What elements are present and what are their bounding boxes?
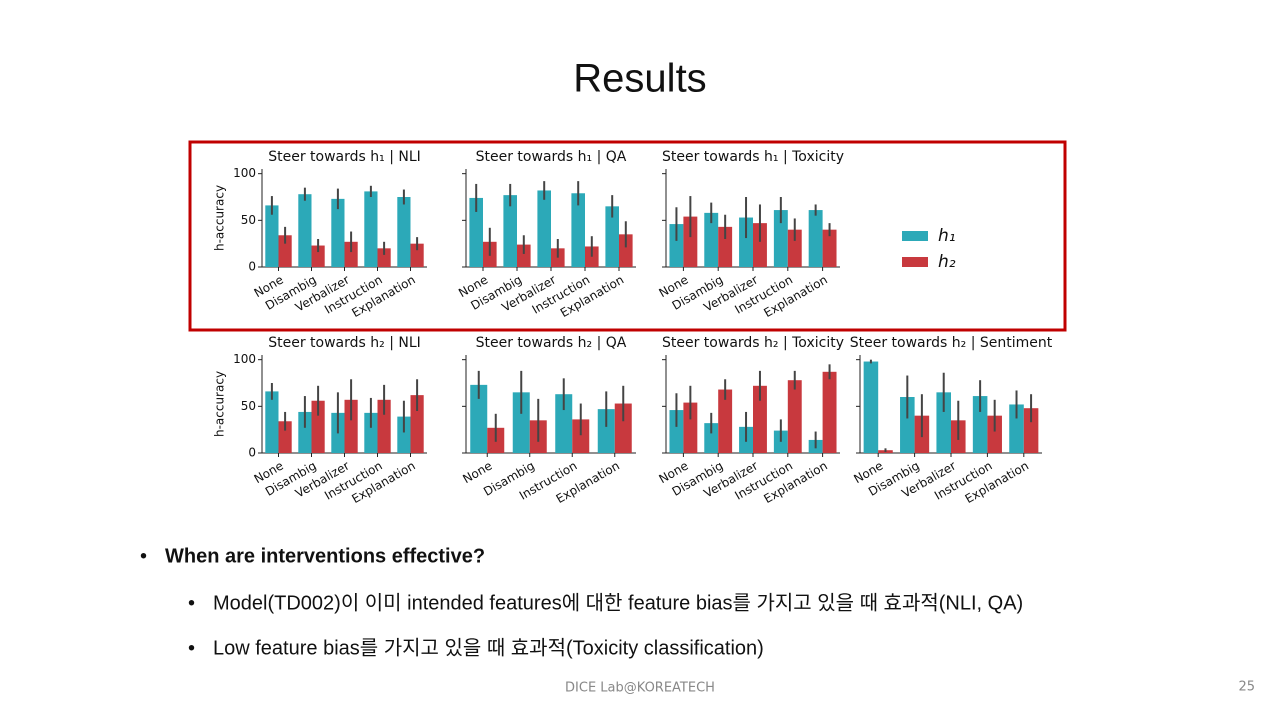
bar	[537, 190, 551, 267]
y-axis-label: h-accuracy	[213, 371, 227, 437]
bar	[669, 410, 684, 453]
bar	[265, 391, 279, 453]
bar	[555, 394, 573, 453]
bar	[517, 244, 531, 267]
bar	[808, 210, 823, 267]
chart-title: Steer towards h₁ | Toxicity	[662, 149, 844, 165]
bar	[469, 197, 483, 267]
bar	[822, 371, 837, 453]
bar	[512, 392, 530, 453]
bar	[364, 412, 378, 453]
bar	[605, 206, 619, 267]
bar	[753, 223, 767, 267]
chart-title: Steer towards h₂ | Sentiment	[850, 335, 1053, 351]
bar	[278, 235, 292, 267]
bar	[571, 193, 585, 267]
legend-label: h₁	[938, 226, 956, 246]
bar	[718, 226, 733, 267]
bar	[822, 229, 837, 267]
bullet-dot: •	[140, 545, 147, 567]
bar	[311, 400, 325, 453]
bar	[397, 197, 411, 267]
bar	[936, 392, 951, 453]
bar	[718, 389, 733, 453]
bar	[298, 411, 312, 453]
bar	[265, 205, 279, 267]
chart-title: Steer towards h₂ | Toxicity	[662, 335, 844, 351]
bar	[503, 195, 517, 267]
bar	[377, 399, 391, 453]
bar	[863, 361, 879, 453]
legend-swatch	[902, 231, 928, 241]
slide-title: Results	[573, 57, 706, 101]
y-axis-label: h-accuracy	[213, 185, 227, 251]
bar	[344, 399, 358, 453]
bar	[683, 402, 698, 453]
bar	[787, 380, 802, 453]
bar	[704, 423, 719, 453]
bar	[364, 191, 378, 267]
bar	[298, 194, 312, 267]
bar	[1009, 404, 1024, 453]
bar	[787, 229, 802, 267]
highlight-box	[188, 140, 1067, 332]
bar	[278, 421, 292, 453]
bar	[311, 245, 325, 267]
sub-bullet: Low feature bias를 가지고 있을 때 효과적(Toxicity …	[213, 636, 764, 659]
y-tick-label: 0	[248, 260, 256, 274]
legend-label: h₂	[938, 252, 956, 272]
bar	[739, 217, 753, 267]
page-number: 25	[1238, 680, 1255, 695]
legend-swatch	[902, 257, 928, 267]
bar	[410, 243, 424, 267]
bar	[704, 212, 719, 267]
bar	[987, 415, 1002, 453]
y-tick-label: 0	[248, 446, 256, 460]
bar	[900, 397, 915, 453]
y-tick-label: 100	[233, 352, 256, 366]
bar	[972, 396, 988, 453]
bar	[597, 409, 615, 453]
bullet-dot: •	[188, 637, 195, 659]
bar	[377, 248, 391, 267]
chart-title: Steer towards h₁ | QA	[476, 149, 627, 165]
bar	[619, 234, 633, 267]
chart-title: Steer towards h₁ | NLI	[268, 149, 421, 165]
bar	[410, 395, 424, 453]
bar	[614, 403, 632, 453]
bar	[1023, 408, 1039, 453]
y-tick-label: 50	[241, 213, 256, 227]
bar	[773, 210, 788, 267]
bar	[331, 198, 345, 267]
bullet-dot: •	[188, 592, 195, 614]
chart-title: Steer towards h₂ | NLI	[268, 335, 421, 351]
bar	[753, 385, 767, 453]
y-tick-label: 50	[241, 399, 256, 413]
bar	[669, 224, 684, 267]
bar	[572, 419, 590, 453]
chart-title: Steer towards h₂ | QA	[476, 335, 627, 351]
sub-bullet: Model(TD002)이 이미 intended features에 대한 f…	[213, 591, 1023, 614]
bar	[344, 241, 358, 267]
bullet: When are interventions effective?	[165, 545, 485, 567]
bar	[397, 416, 411, 453]
y-tick-label: 100	[233, 166, 256, 180]
bar	[470, 384, 488, 453]
footer: DICE Lab@KOREATECH	[565, 681, 715, 696]
bar	[683, 216, 698, 267]
